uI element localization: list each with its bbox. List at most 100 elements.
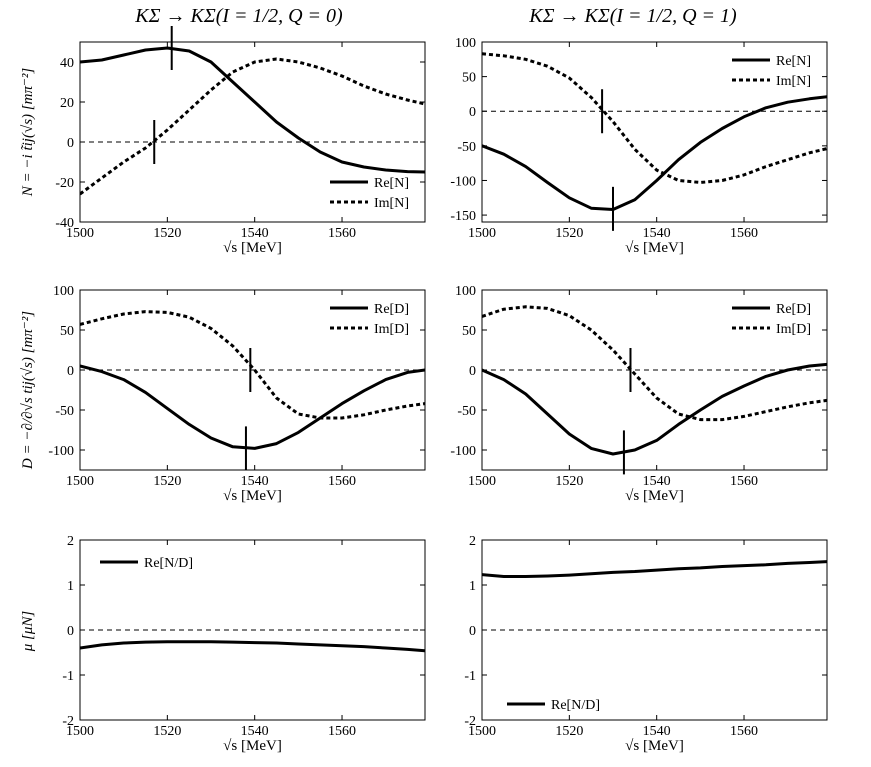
- x-tick-label: 1520: [153, 474, 181, 489]
- y-tick-label: 0: [67, 624, 74, 639]
- col-title-q0: KΣ → KΣ(I = 1/2, Q = 0): [134, 5, 343, 27]
- y-tick-label: 1: [67, 579, 74, 594]
- y-tick-label: 0: [67, 136, 74, 151]
- y-tick-label: 0: [469, 624, 476, 639]
- y-tick-label: -150: [450, 209, 476, 224]
- series-group: [80, 640, 425, 653]
- x-tick-label: 1520: [555, 724, 583, 739]
- x-axis-label: √s [MeV]: [223, 488, 282, 504]
- x-tick-label: 1520: [153, 724, 181, 739]
- x-tick-label: 1560: [730, 226, 758, 241]
- legend-label: Re[N]: [374, 176, 409, 191]
- x-tick-label: 1540: [643, 474, 671, 489]
- y-tick-label: 20: [60, 96, 74, 111]
- x-tick-label: 1500: [66, 226, 94, 241]
- x-axis-label: √s [MeV]: [625, 488, 684, 504]
- series-line-red-0: [80, 364, 425, 450]
- series-line-rend-0: [80, 640, 425, 653]
- series-line-rend-0: [482, 560, 827, 578]
- x-axis-label: √s [MeV]: [625, 240, 684, 256]
- x-tick-label: 1560: [328, 226, 356, 241]
- series-line-ren-0: [482, 95, 827, 211]
- series-line-ren-0: [80, 46, 425, 174]
- panel-mu-Q0: 1500 1520 1540 1560 -2 -1 0 1 2 √s [MeV] Re[N/D]: [62, 534, 426, 754]
- series-group: [482, 52, 827, 211]
- legend-label: Im[N]: [776, 74, 811, 89]
- y-tick-label: -50: [457, 404, 476, 419]
- ylabel-row-d: D = −∂/∂√s tij(√s) [mπ⁻²]: [20, 311, 36, 470]
- x-tick-label: 1500: [468, 724, 496, 739]
- y-tick-label: -100: [48, 444, 74, 459]
- x-tick-label: 1560: [730, 474, 758, 489]
- y-tick-label: -1: [62, 669, 74, 684]
- y-tick-label: 100: [53, 284, 74, 299]
- x-tick-label: 1500: [66, 724, 94, 739]
- plot-frame: [481, 41, 828, 223]
- x-tick-label: 1520: [555, 474, 583, 489]
- legend-label: Re[N/D]: [144, 556, 193, 571]
- x-axis-label: √s [MeV]: [223, 738, 282, 754]
- series-line-red-0: [482, 362, 827, 456]
- y-tick-label: -2: [62, 714, 74, 729]
- y-tick-label: 0: [67, 364, 74, 379]
- col-title-q1: KΣ → KΣ(I = 1/2, Q = 1): [528, 5, 737, 27]
- y-tick-label: 50: [462, 71, 476, 86]
- series-group: [482, 560, 827, 578]
- y-tick-label: 0: [469, 105, 476, 120]
- series-line-imd-1: [80, 310, 425, 420]
- series-group: [80, 46, 425, 196]
- panel-N-Q0: 1500 1520 1540 1560 -40 -20 0 20 40 √s [MeV] Re[N]…: [55, 26, 426, 256]
- series-line-imn-1: [80, 57, 425, 196]
- x-tick-label: 1540: [241, 724, 269, 739]
- legend-label: Re[D]: [374, 302, 409, 317]
- x-tick-label: 1540: [643, 724, 671, 739]
- y-tick-label: 100: [455, 284, 476, 299]
- y-tick-label: 50: [462, 324, 476, 339]
- y-tick-label: 40: [60, 56, 74, 71]
- legend-label: Re[D]: [776, 302, 811, 317]
- y-tick-label: 1: [469, 579, 476, 594]
- plot-frame: [481, 289, 828, 471]
- x-tick-label: 1520: [555, 226, 583, 241]
- panel-D-Q0: 1500 1520 1540 1560 -100 -50 0 50 100 √s [MeV] Re[…: [48, 284, 426, 504]
- series-line-imd-1: [482, 305, 827, 422]
- legend-label: Re[N/D]: [551, 698, 600, 713]
- plot-frame: [79, 41, 426, 223]
- x-axis-label: √s [MeV]: [223, 240, 282, 256]
- y-tick-label: -100: [450, 444, 476, 459]
- ylabel-row-n: N = −i t̃ij(√s) [mπ⁻²]: [20, 68, 36, 198]
- panel-mu-Q1: 1500 1520 1540 1560 -2 -1 0 1 2 √s [MeV] Re[N/D]: [464, 534, 828, 754]
- x-tick-label: 1500: [468, 474, 496, 489]
- x-tick-label: 1540: [241, 474, 269, 489]
- y-tick-label: 2: [67, 534, 74, 549]
- x-axis-label: √s [MeV]: [625, 738, 684, 754]
- y-tick-label: 0: [469, 364, 476, 379]
- y-tick-label: 2: [469, 534, 476, 549]
- x-tick-label: 1520: [153, 226, 181, 241]
- panel-D-Q1: 1500 1520 1540 1560 -100 -50 0 50 100 √s [MeV] Re[…: [450, 284, 828, 504]
- ylabel-row-mu: μ [μN]: [20, 611, 36, 653]
- x-tick-label: 1540: [643, 226, 671, 241]
- x-tick-label: 1560: [730, 724, 758, 739]
- legend-label: Im[D]: [776, 322, 811, 337]
- x-tick-label: 1540: [241, 226, 269, 241]
- y-tick-label: -50: [457, 140, 476, 155]
- y-tick-label: -100: [450, 174, 476, 189]
- y-tick-label: -20: [55, 176, 74, 191]
- legend-label: Im[D]: [374, 322, 409, 337]
- series-line-imn-1: [482, 52, 827, 184]
- series-group: [80, 310, 425, 450]
- x-tick-label: 1560: [328, 474, 356, 489]
- y-tick-label: -40: [55, 216, 74, 231]
- x-tick-label: 1500: [468, 226, 496, 241]
- panel-N-Q1: 1500 1520 1540 1560 -150 -100 -50 0 50 100 √s [MeV…: [450, 36, 828, 256]
- y-tick-label: -1: [464, 669, 476, 684]
- y-tick-label: -2: [464, 714, 476, 729]
- legend-label: Re[N]: [776, 54, 811, 69]
- y-tick-label: 100: [455, 36, 476, 51]
- plot-frame: [79, 289, 426, 471]
- y-tick-label: -50: [55, 404, 74, 419]
- y-tick-label: 50: [60, 324, 74, 339]
